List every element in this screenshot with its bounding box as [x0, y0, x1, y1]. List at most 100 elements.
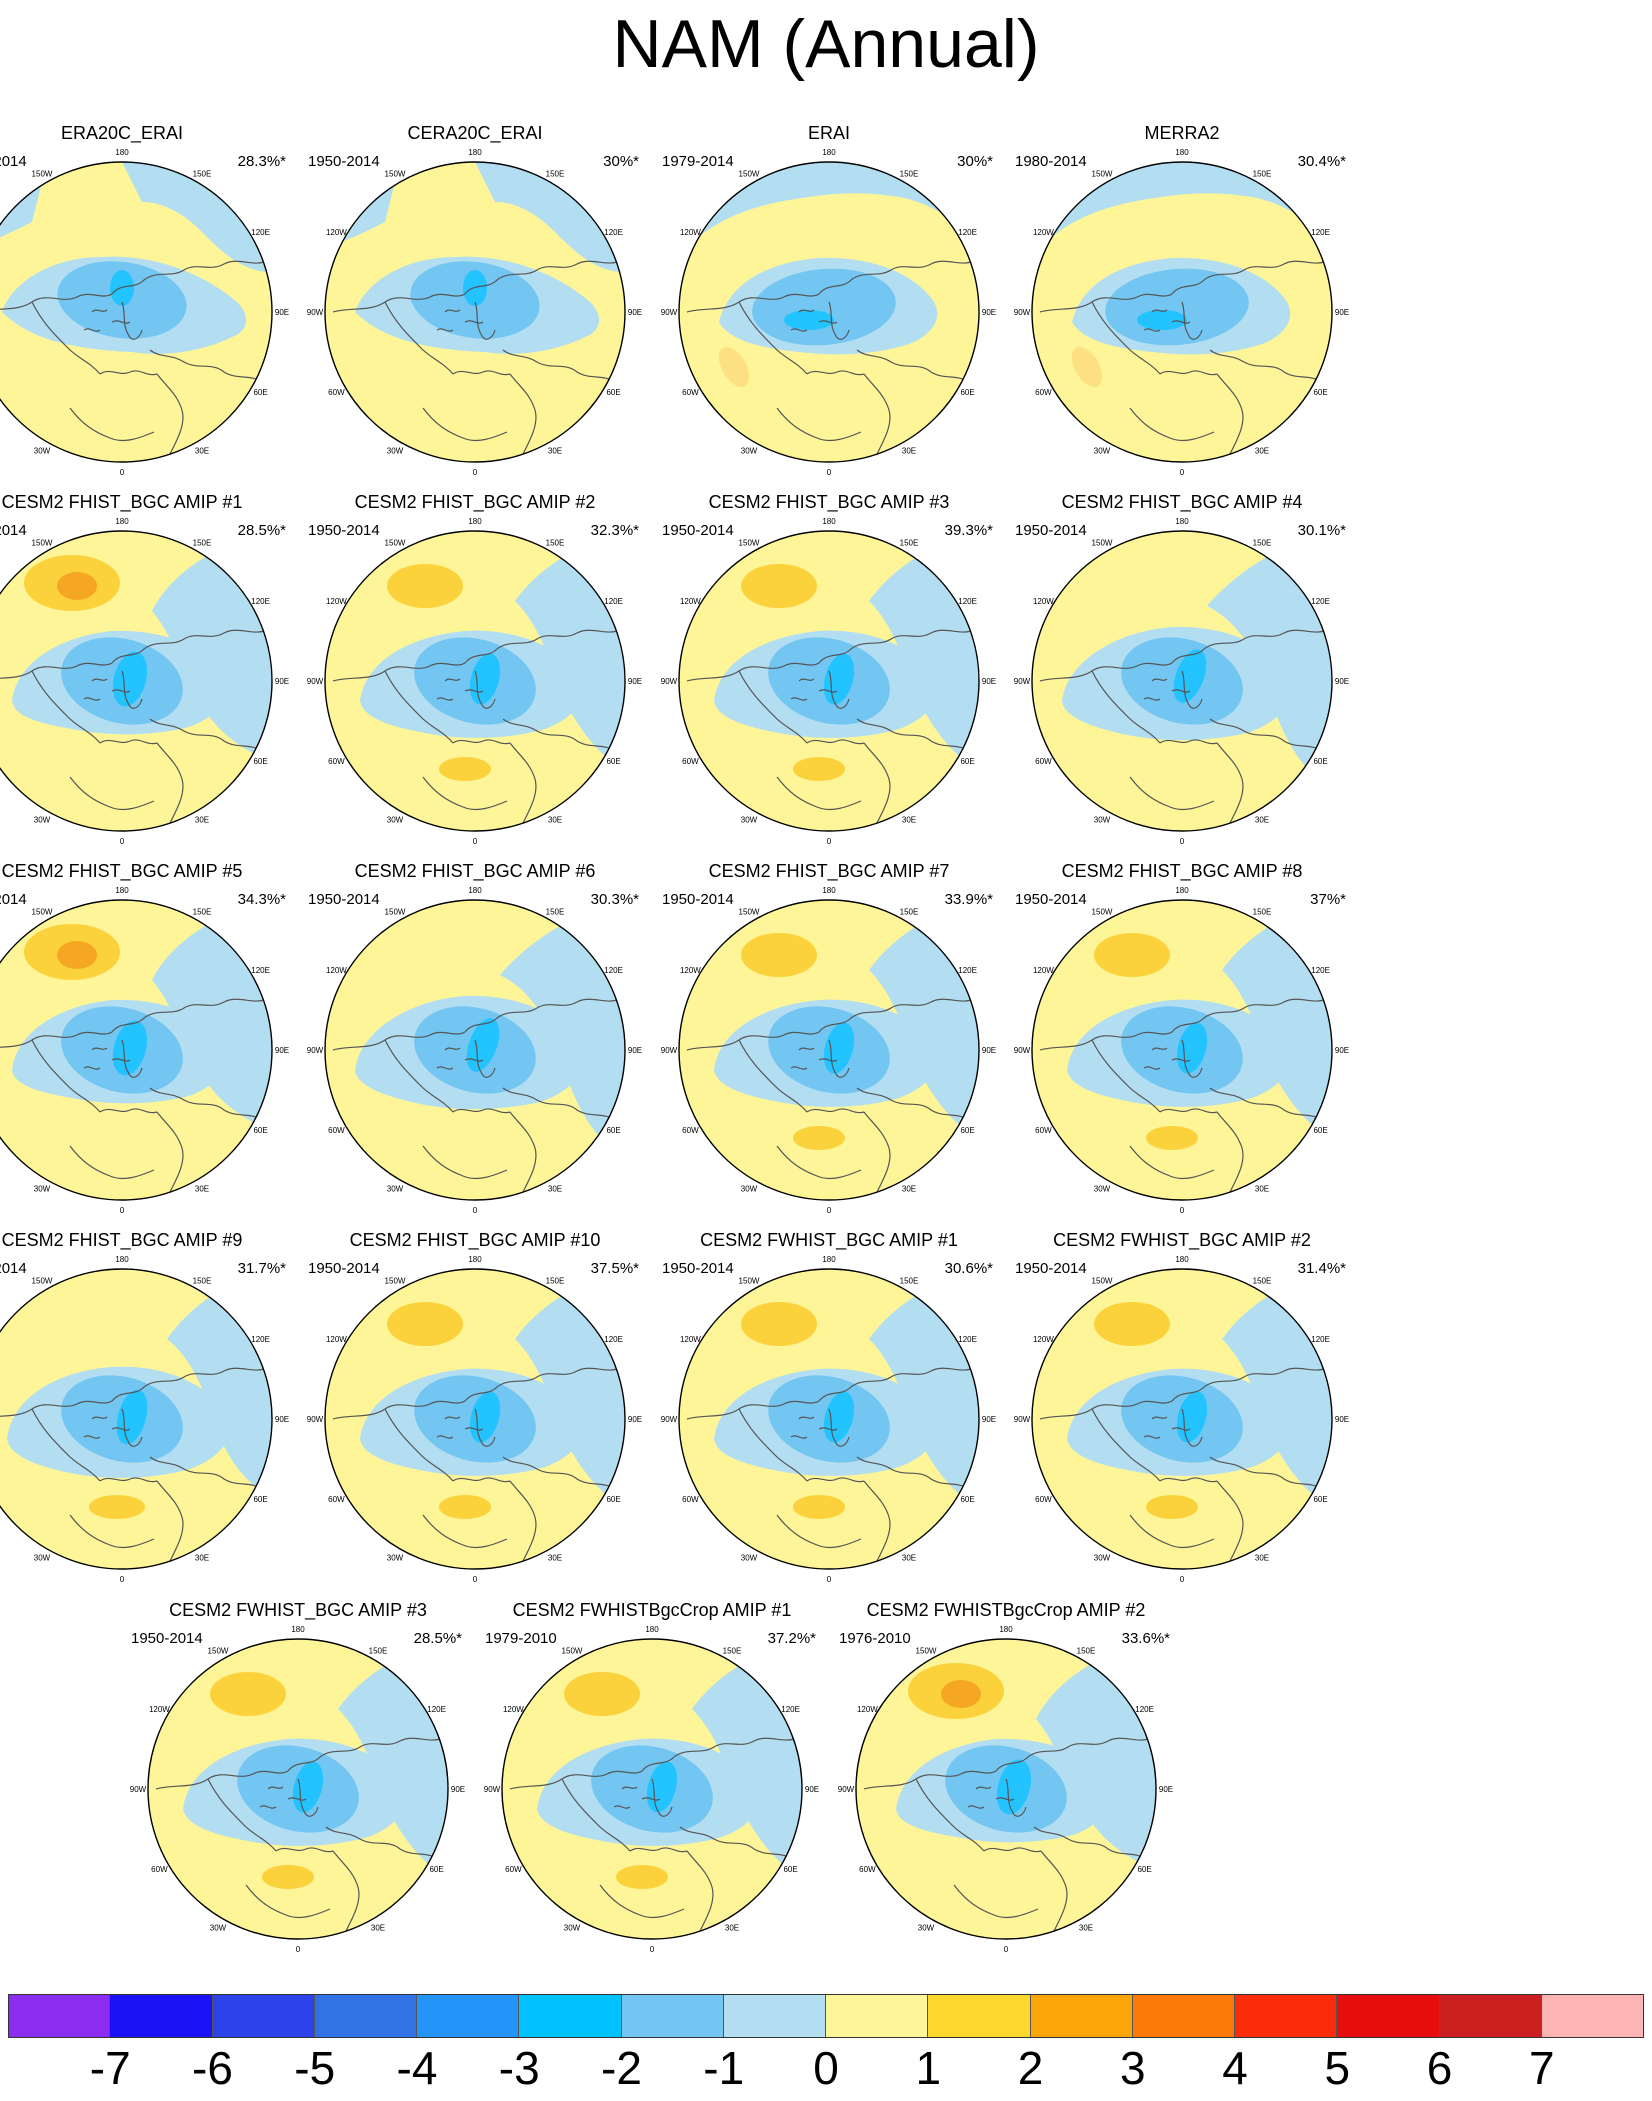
longitude-label: 90E: [1335, 1415, 1349, 1424]
colorbar-swatch: [1541, 1994, 1644, 2038]
coastline: [297, 1778, 319, 1817]
colorbar-tick-label: 3: [1119, 2042, 1146, 2094]
longitude-label: 180: [115, 148, 129, 157]
longitude-label: 90E: [275, 1046, 289, 1055]
longitude-label: 60E: [1313, 1126, 1327, 1135]
field-contour: [89, 1495, 145, 1519]
coastline: [31, 670, 101, 744]
coastline: [790, 1047, 838, 1070]
coastline: [422, 407, 508, 442]
longitude-label: 60E: [1137, 1865, 1151, 1874]
coastline: [983, 1847, 1042, 1853]
longitude-label: 90W: [661, 1415, 678, 1424]
panel-title: CESM2 FHIST_BGC AMIP #5: [1, 861, 243, 881]
field-contour: [1094, 933, 1170, 977]
map-panel: CESM2 FHIST_BGC AMIP #8 1950-2014 37%* 180 1…: [1012, 860, 1352, 1215]
panel-title: CESM2 FHIST_BGC AMIP #10: [349, 1230, 601, 1250]
coastline: [422, 776, 508, 811]
longitude-label: 60E: [960, 1126, 974, 1135]
longitude-label: 0: [650, 1945, 655, 1954]
longitude-label: 90W: [661, 308, 678, 317]
longitude-label: 0: [120, 1575, 125, 1584]
coastline: [818, 1367, 972, 1402]
colorbar-tick-label: -2: [601, 2042, 642, 2094]
coastline: [1039, 293, 1173, 313]
coastline: [509, 1770, 643, 1790]
coastline: [641, 1737, 795, 1772]
coastline: [1033, 1826, 1147, 1860]
coastline: [422, 1145, 508, 1180]
map-border: [1031, 530, 1333, 832]
coastline: [863, 373, 891, 455]
coastline: [1129, 1145, 1215, 1180]
colorbar-swatch: [212, 1994, 315, 2038]
coastline: [1216, 373, 1244, 455]
longitude-label: 120E: [427, 1705, 446, 1714]
map-border: [678, 161, 980, 463]
map-panel: CESM2 FWHIST_BGC AMIP #1 1950-2014 30.6%* 1…: [659, 1229, 999, 1584]
coastline: [1091, 1408, 1161, 1482]
coastline: [818, 260, 972, 295]
coastline: [1216, 742, 1244, 824]
longitude-label: 0: [120, 468, 125, 477]
longitude-label: 30W: [741, 1554, 758, 1563]
coastline: [806, 1108, 865, 1114]
longitude-label: 180: [468, 1255, 482, 1264]
coastline: [464, 260, 618, 295]
panel-title: CESM2 FHIST_BGC AMIP #6: [354, 861, 596, 881]
longitude-label: 0: [473, 837, 478, 846]
panel-period: 1976-2010: [839, 1630, 911, 1647]
panel-variance: 34.3%*: [237, 891, 286, 908]
coastline: [1209, 718, 1323, 752]
longitude-label: 30E: [1079, 1924, 1093, 1933]
coastline: [436, 678, 484, 701]
field-contour: [1146, 1126, 1198, 1150]
coastline: [863, 742, 891, 824]
longitude-label: 60E: [606, 1495, 620, 1504]
field-contour: [1071, 347, 1103, 387]
longitude-label: 60W: [682, 1495, 699, 1504]
map-border: [855, 1638, 1157, 1940]
field-contour: [112, 651, 148, 707]
longitude-label: 150E: [1077, 1646, 1096, 1655]
longitude-label: 30W: [34, 1185, 51, 1194]
longitude-label: 90E: [1335, 677, 1349, 686]
longitude-label: 90E: [1159, 1785, 1173, 1794]
field-contour: [741, 933, 817, 977]
colorbar-tick-label: -1: [703, 2042, 745, 2094]
panel-period: 1950-2014: [131, 1630, 203, 1647]
map-panel: CESM2 FHIST_BGC AMIP #1 1950-2014 28.5%* 18…: [0, 491, 292, 846]
longitude-label: 90E: [628, 1415, 642, 1424]
longitude-label: 60E: [253, 1495, 267, 1504]
longitude-label: 150W: [385, 538, 406, 547]
map-panel: CESM2 FHIST_BGC AMIP #5 1950-2014 34.3%* 18…: [0, 860, 292, 1215]
field-contour: [387, 564, 463, 608]
field-contour: [439, 1495, 491, 1519]
longitude-label: 60E: [1313, 1495, 1327, 1504]
map-border: [0, 1268, 273, 1570]
panel-period: 1979-2014: [662, 153, 734, 170]
coastline: [1129, 407, 1215, 442]
longitude-label: 120E: [958, 966, 977, 975]
coastline: [1143, 678, 1191, 701]
coastline: [967, 1786, 1015, 1809]
longitude-label: 120W: [857, 1705, 878, 1714]
coastline: [99, 739, 158, 745]
longitude-label: 90W: [661, 1046, 678, 1055]
coastline: [502, 718, 616, 752]
coastline: [452, 370, 511, 376]
panel-title: CESM2 FHIST_BGC AMIP #7: [708, 861, 950, 881]
longitude-label: 60E: [253, 388, 267, 397]
longitude-label: 60W: [1035, 1126, 1052, 1135]
coastline: [31, 1039, 101, 1113]
longitude-label: 30E: [902, 1554, 916, 1563]
longitude-label: 120E: [604, 597, 623, 606]
panel-title: CESM2 FHIST_BGC AMIP #3: [708, 492, 950, 512]
coastline: [332, 1031, 466, 1051]
longitude-label: 30E: [902, 447, 916, 456]
map-panel: CESM2 FWHISTBgcCrop AMIP #1 1979-2010 37.2…: [482, 1599, 822, 1954]
